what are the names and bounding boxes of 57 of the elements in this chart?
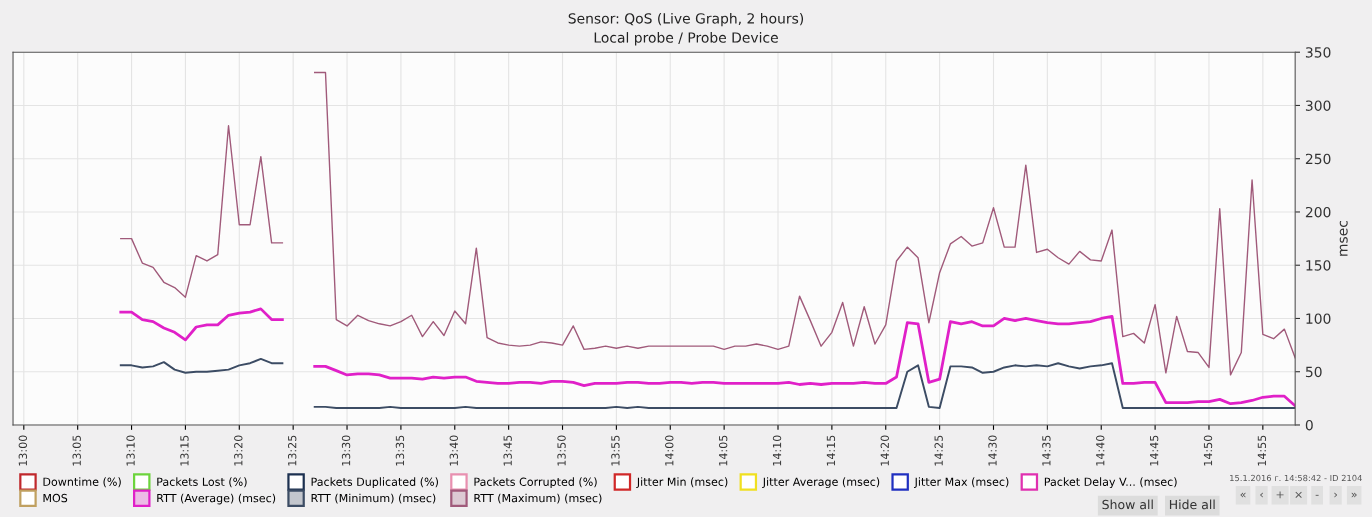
x-tick-label: 13:15 xyxy=(180,435,189,466)
x-tick-label: 14:25 xyxy=(934,435,943,466)
text: - xyxy=(1315,494,1319,496)
x-tick-label: 14:20 xyxy=(880,435,889,466)
text: Show all xyxy=(1102,499,1153,510)
y-tick-label: 250 xyxy=(1305,153,1331,165)
x-tick-label: 13:35 xyxy=(395,435,405,466)
x-tick-label: 13:55 xyxy=(611,435,620,466)
y-tick-label: 0 xyxy=(1305,419,1313,431)
legend-label: Jitter Max (msec) xyxy=(914,477,1009,489)
x-tick-label: 14:55 xyxy=(1257,435,1267,466)
x-tick-label: 13:50 xyxy=(557,435,566,466)
legend-label: RTT (Minimum) (msec) xyxy=(311,493,436,504)
legend-label: Jitter Average (msec) xyxy=(762,477,880,489)
y-tick-label: 50 xyxy=(1305,366,1322,378)
legend-label: Jitter Min (msec) xyxy=(636,477,728,489)
y-tick-label: 150 xyxy=(1306,260,1331,271)
legend-label: Packets Corrupted (%) xyxy=(474,477,597,489)
y-tick-label: 300 xyxy=(1305,100,1331,111)
x-tick-label: 14:35 xyxy=(1042,435,1051,466)
text: × xyxy=(1295,491,1302,499)
x-tick-label: 14:40 xyxy=(1096,435,1105,466)
x-tick-label: 13:10 xyxy=(126,435,135,466)
y-tick-label: 100 xyxy=(1306,313,1331,324)
x-tick-label: 13:40 xyxy=(449,435,458,466)
x-tick-label: 13:25 xyxy=(287,435,297,466)
x-tick-label: 14:50 xyxy=(1203,435,1213,466)
text: 15.1.2016 г. 14:58:42 - ID 2104 xyxy=(1230,474,1362,482)
legend-label: RTT (Maximum) (msec) xyxy=(474,493,602,504)
legend-label: Packets Duplicated (%) xyxy=(311,477,438,489)
x-tick-label: 14:05 xyxy=(718,435,728,466)
x-tick-label: 14:10 xyxy=(772,435,782,466)
text: + xyxy=(1276,491,1284,499)
x-tick-label: 14:00 xyxy=(665,435,674,466)
y-axis-title: msec xyxy=(1339,220,1348,256)
y-tick-label: 350 xyxy=(1305,47,1331,58)
x-tick-label: 13:00 xyxy=(18,435,28,466)
legend-label: MOS xyxy=(43,493,68,503)
text: ‹ xyxy=(1260,492,1263,498)
x-tick-label: 13:45 xyxy=(503,435,512,466)
text: » xyxy=(1351,492,1357,498)
chart-subtitle: Local probe / Probe Device xyxy=(594,32,778,46)
x-tick-label: 13:30 xyxy=(341,435,351,466)
legend-label: Packet Delay V... (msec) xyxy=(1044,477,1177,489)
x-tick-label: 13:20 xyxy=(234,435,243,466)
chart-title: Sensor: QoS (Live Graph, 2 hours) xyxy=(568,12,804,27)
legend-label: Packets Lost (%) xyxy=(157,477,247,488)
x-tick-label: 14:15 xyxy=(826,435,836,466)
x-tick-label: 14:45 xyxy=(1150,435,1159,466)
x-tick-label: 13:05 xyxy=(72,435,81,466)
text: › xyxy=(1334,492,1338,498)
legend-label: Downtime (%) xyxy=(43,477,121,488)
legend-label: RTT (Average) (msec) xyxy=(157,493,276,505)
y-tick-label: 200 xyxy=(1305,206,1331,218)
x-tick-label: 14:30 xyxy=(988,435,997,466)
text: Hide all xyxy=(1169,499,1215,510)
text: « xyxy=(1240,492,1246,498)
